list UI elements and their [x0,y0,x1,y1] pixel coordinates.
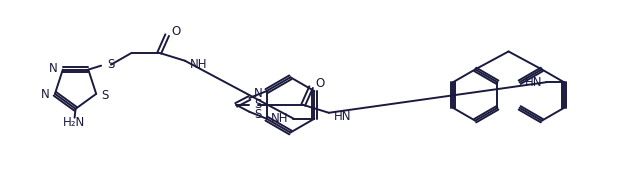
Text: O: O [315,77,325,90]
Text: H₂N: H₂N [62,116,85,129]
Text: NH: NH [271,112,289,125]
Text: HN: HN [525,76,542,89]
Text: N: N [49,62,58,75]
Text: HN: HN [334,110,351,123]
Text: NH: NH [190,58,207,71]
Text: S: S [254,108,261,121]
Text: N: N [41,88,50,101]
Text: O: O [171,25,180,38]
Text: S: S [254,98,261,111]
Text: N: N [254,87,263,100]
Text: S: S [101,89,108,102]
Text: S: S [107,58,115,71]
